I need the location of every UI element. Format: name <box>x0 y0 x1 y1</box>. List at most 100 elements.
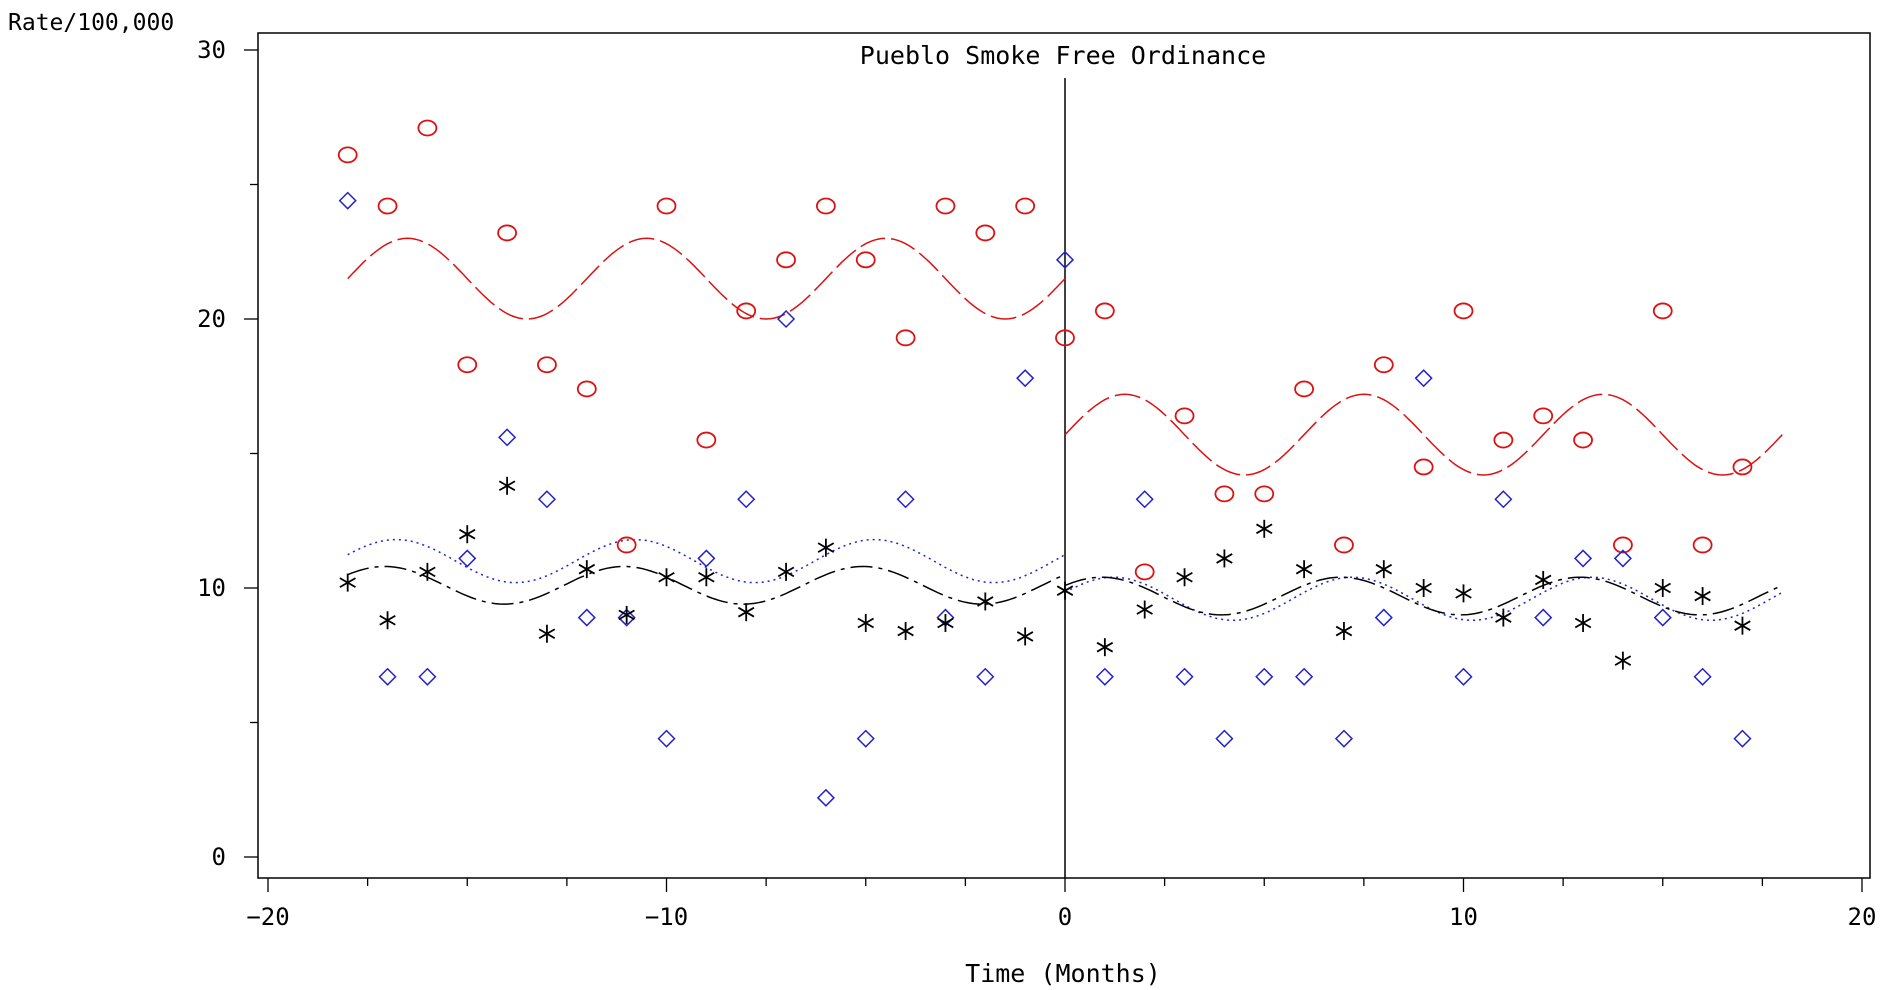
point-circle <box>696 431 717 449</box>
point-asterisk <box>937 613 954 632</box>
point-circle <box>576 380 597 398</box>
point-diamond <box>1016 369 1035 388</box>
point-circle <box>1174 407 1195 425</box>
plot-area <box>257 32 1871 879</box>
point-asterisk <box>857 613 874 632</box>
point-circle <box>337 146 358 164</box>
point-asterisk <box>339 573 356 592</box>
point-circle <box>895 329 916 347</box>
point-circle <box>417 119 438 137</box>
point-diamond <box>776 309 796 329</box>
point-circle <box>377 197 398 215</box>
point-diamond <box>976 667 995 686</box>
point-circle <box>1334 536 1354 554</box>
point-diamond <box>1055 250 1075 269</box>
point-circle <box>975 224 996 242</box>
point-asterisk <box>897 622 914 641</box>
point-asterisk <box>419 562 436 581</box>
point-diamond <box>1255 667 1274 686</box>
point-diamond <box>816 788 835 807</box>
point-asterisk <box>1534 570 1552 589</box>
point-diamond <box>1414 369 1433 388</box>
point-diamond <box>1295 667 1314 686</box>
point-circle <box>1533 407 1554 425</box>
point-diamond <box>617 608 636 627</box>
point-circle <box>457 356 478 374</box>
point-diamond <box>1653 608 1672 627</box>
x-tick-label: −10 <box>645 903 688 931</box>
point-circle <box>656 197 677 215</box>
data-points <box>337 119 1753 807</box>
fit-curve-dashed-pre <box>347 237 1066 320</box>
point-circle <box>855 251 876 269</box>
point-diamond <box>498 428 517 447</box>
point-asterisk <box>1495 608 1512 627</box>
point-asterisk <box>578 560 596 579</box>
point-asterisk <box>459 525 476 544</box>
point-diamond <box>378 667 397 686</box>
point-diamond <box>537 490 557 509</box>
point-circle <box>1493 431 1514 449</box>
point-circle <box>1652 302 1673 320</box>
fit-curve-longdash-pre <box>347 565 1066 605</box>
point-asterisk <box>1295 560 1313 579</box>
point-diamond <box>338 191 357 210</box>
point-circle <box>935 197 956 215</box>
y-tick-label: 20 <box>197 305 226 333</box>
point-circle <box>1413 458 1434 476</box>
point-asterisk <box>1136 600 1153 619</box>
point-asterisk <box>777 562 795 581</box>
point-asterisk <box>1016 627 1034 646</box>
point-asterisk <box>1694 587 1711 606</box>
point-circle <box>497 224 518 242</box>
point-circle <box>1373 356 1394 374</box>
point-diamond <box>737 490 756 509</box>
point-diamond <box>1334 729 1354 748</box>
point-circle <box>1055 329 1075 347</box>
point-asterisk <box>538 624 556 643</box>
point-asterisk <box>1614 651 1632 670</box>
point-asterisk <box>379 611 396 630</box>
point-circle <box>1214 485 1235 503</box>
point-diamond <box>856 729 875 748</box>
point-asterisk <box>1096 638 1114 657</box>
fit-curves <box>347 237 1783 622</box>
fit-curve-dotted-post <box>1064 576 1783 622</box>
point-circle <box>1294 380 1314 398</box>
fit-curve-dashed-post <box>1064 393 1783 476</box>
point-asterisk <box>1455 584 1472 603</box>
point-diamond <box>458 549 477 568</box>
point-asterisk <box>1654 579 1671 597</box>
point-circle <box>736 302 757 320</box>
point-diamond <box>1175 667 1194 686</box>
point-asterisk <box>977 592 994 611</box>
y-axis-label: Rate/100,000 <box>8 10 174 36</box>
point-circle <box>1453 302 1474 320</box>
y-tick-label: 10 <box>197 574 226 602</box>
x-axis-label: Time (Months) <box>965 959 1161 988</box>
point-diamond <box>1454 667 1473 686</box>
point-diamond <box>1733 729 1752 748</box>
point-asterisk <box>1256 519 1273 538</box>
point-circle <box>1732 458 1753 476</box>
point-diamond <box>1374 608 1393 627</box>
point-asterisk <box>618 605 635 624</box>
point-diamond <box>1494 490 1513 509</box>
point-diamond <box>1573 549 1593 568</box>
point-asterisk <box>737 603 755 622</box>
point-asterisk <box>1574 613 1592 632</box>
point-asterisk <box>1415 579 1432 597</box>
point-circle <box>1134 563 1155 581</box>
point-diamond <box>896 490 915 509</box>
point-diamond <box>418 667 437 686</box>
y-tick-label: 30 <box>197 36 226 64</box>
point-circle <box>537 356 557 374</box>
point-circle <box>776 251 796 269</box>
axes: −20 −10 0 10 20 0 10 20 30 <box>197 36 1876 931</box>
point-circle <box>1692 536 1713 554</box>
point-diamond <box>1095 667 1114 686</box>
point-circle <box>616 536 637 554</box>
fit-curve-longdash-post <box>1064 576 1783 616</box>
point-diamond <box>1693 667 1712 686</box>
point-asterisk <box>698 568 715 587</box>
